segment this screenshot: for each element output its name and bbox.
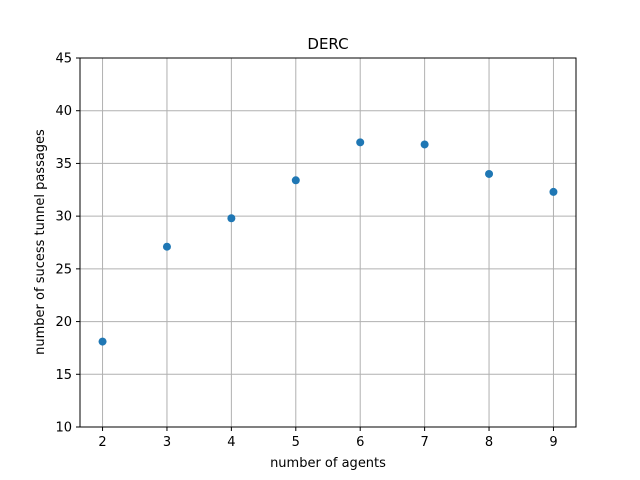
x-tick-label: 6	[356, 435, 364, 450]
y-tick-label: 40	[55, 104, 72, 119]
y-tick-label: 15	[55, 368, 72, 383]
data-point	[549, 187, 558, 196]
y-tick-label: 30	[55, 210, 72, 225]
data-point	[291, 176, 300, 185]
data-point	[420, 140, 429, 149]
x-tick-label: 7	[420, 435, 428, 450]
y-tick-label: 45	[55, 52, 72, 67]
chart-title: DERC	[307, 35, 348, 53]
plot-frame	[79, 57, 577, 428]
data-point	[356, 138, 365, 147]
x-tick-label: 9	[549, 435, 557, 450]
x-tick-label: 8	[485, 435, 493, 450]
x-tick-label: 5	[292, 435, 300, 450]
x-tick-label: 4	[227, 435, 235, 450]
data-points	[98, 138, 558, 346]
y-tick-label: 35	[55, 157, 72, 172]
x-tick-label: 2	[98, 435, 106, 450]
y-tick-label: 25	[55, 262, 72, 277]
data-point	[162, 242, 171, 251]
y-axis-label: number of sucess tunnel passages	[33, 129, 48, 355]
x-tick-label: 3	[163, 435, 171, 450]
data-point	[227, 214, 236, 223]
data-point	[485, 169, 494, 178]
y-tick-label: 20	[55, 315, 72, 330]
grid	[80, 57, 576, 428]
y-tick-label: 10	[55, 421, 72, 436]
x-axis-label: number of agents	[270, 456, 386, 471]
data-point	[98, 337, 107, 346]
